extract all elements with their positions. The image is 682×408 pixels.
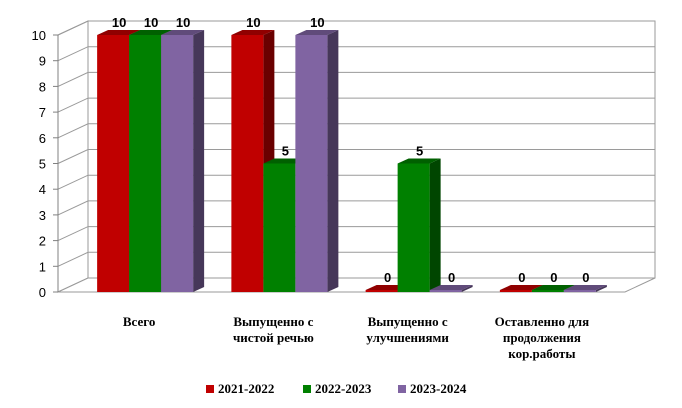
category-label: Всего bbox=[123, 314, 155, 329]
y-tick-label: 8 bbox=[39, 79, 46, 94]
data-label: 5 bbox=[282, 144, 289, 159]
gridline bbox=[57, 123, 655, 139]
gridline bbox=[57, 20, 655, 36]
bar-top bbox=[97, 30, 141, 35]
gridline bbox=[57, 200, 655, 216]
bar bbox=[563, 285, 607, 292]
data-label: 10 bbox=[310, 15, 324, 30]
legend-swatch bbox=[206, 385, 214, 393]
y-tick-label: 2 bbox=[39, 234, 46, 249]
bar-front bbox=[97, 35, 130, 292]
category-label: Оставленно для продолжения кор.работы bbox=[495, 314, 589, 361]
y-tick-label: 5 bbox=[39, 157, 46, 172]
data-label: 0 bbox=[384, 270, 391, 285]
bar-top bbox=[531, 285, 575, 290]
bars bbox=[97, 30, 607, 292]
data-label: 0 bbox=[582, 270, 589, 285]
data-label: 0 bbox=[448, 270, 455, 285]
bar-top bbox=[295, 30, 339, 35]
bar-top bbox=[563, 285, 607, 290]
bar-front bbox=[397, 163, 430, 292]
bar bbox=[397, 158, 441, 292]
bar bbox=[295, 30, 339, 292]
gridlines bbox=[57, 20, 655, 267]
category-label-line: Всего bbox=[123, 314, 155, 329]
data-labels: 10 10 10 10 5 10 0 5 0 0 0 0 bbox=[112, 15, 590, 285]
legend-swatch bbox=[398, 385, 406, 393]
bar-front bbox=[365, 290, 398, 292]
bar-front bbox=[129, 35, 162, 292]
y-axis: 0 1 2 3 4 5 6 7 8 9 10 bbox=[32, 28, 59, 300]
data-label: 0 bbox=[518, 270, 525, 285]
data-label: 10 bbox=[112, 15, 126, 30]
gridline bbox=[57, 97, 655, 113]
gridline bbox=[57, 226, 655, 242]
category-label-line: чистой речью bbox=[233, 330, 314, 345]
bar-top bbox=[429, 285, 473, 290]
bar-front bbox=[563, 290, 596, 292]
category-label-line: Выпущенно с bbox=[368, 314, 448, 329]
gridline bbox=[57, 71, 655, 87]
gridline bbox=[57, 174, 655, 190]
bar-front bbox=[263, 163, 296, 292]
bar-front bbox=[531, 290, 564, 292]
category-label-line: улучшениями bbox=[366, 330, 449, 345]
data-label: 10 bbox=[246, 15, 260, 30]
category-label-line: кор.работы bbox=[508, 346, 575, 361]
legend: 2021-2022 2022-2023 2023-2024 bbox=[206, 381, 467, 396]
bar-top bbox=[231, 30, 275, 35]
gridline bbox=[57, 149, 655, 164]
y-tick-label: 3 bbox=[39, 208, 46, 223]
y-tick-label: 7 bbox=[39, 105, 46, 120]
bar-front bbox=[161, 35, 194, 292]
category-label-line: Оставленно для bbox=[495, 314, 589, 329]
data-label: 5 bbox=[416, 144, 423, 159]
category-label: Выпущенно с улучшениями bbox=[366, 314, 449, 345]
bar bbox=[161, 30, 205, 292]
bar-top bbox=[129, 30, 173, 35]
data-label: 10 bbox=[144, 15, 158, 30]
data-label: 10 bbox=[176, 15, 190, 30]
gridline bbox=[57, 251, 655, 267]
bar-top bbox=[161, 30, 205, 35]
category-label: Выпущенно с чистой речью bbox=[233, 314, 314, 345]
y-tick-label: 0 bbox=[39, 285, 46, 300]
y-tick-label: 4 bbox=[39, 182, 46, 197]
bar-front bbox=[429, 290, 462, 292]
y-tick-label: 9 bbox=[39, 54, 46, 69]
bar-side bbox=[327, 30, 339, 292]
bar-top bbox=[499, 285, 543, 290]
bar-side bbox=[193, 30, 205, 292]
bar-front bbox=[231, 35, 264, 292]
bar-front bbox=[295, 35, 328, 292]
legend-label: 2022-2023 bbox=[315, 381, 372, 396]
bar-side bbox=[461, 285, 473, 292]
bar-side bbox=[429, 158, 441, 292]
data-label: 0 bbox=[550, 270, 557, 285]
legend-label: 2023-2024 bbox=[410, 381, 467, 396]
bar-side bbox=[595, 285, 607, 292]
bar-top bbox=[397, 158, 441, 164]
bar-front bbox=[499, 290, 532, 292]
category-label-line: продолжения bbox=[503, 330, 581, 345]
gridline bbox=[57, 46, 655, 62]
legend-swatch bbox=[303, 385, 311, 393]
y-tick-label: 10 bbox=[32, 28, 46, 43]
y-tick-label: 1 bbox=[39, 259, 46, 274]
legend-label: 2021-2022 bbox=[218, 381, 274, 396]
category-label-line: Выпущенно с bbox=[233, 314, 313, 329]
bar bbox=[429, 285, 473, 292]
y-tick-label: 6 bbox=[39, 131, 46, 146]
